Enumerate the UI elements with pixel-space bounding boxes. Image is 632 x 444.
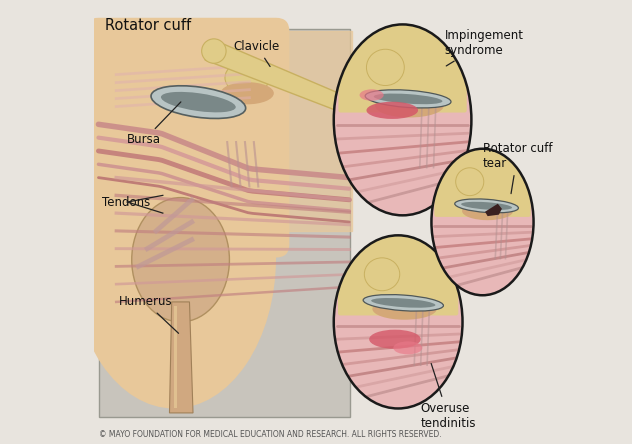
FancyBboxPatch shape (434, 143, 531, 217)
Ellipse shape (367, 102, 418, 119)
Ellipse shape (331, 20, 475, 220)
Text: Bursa: Bursa (127, 102, 181, 147)
Ellipse shape (455, 199, 518, 213)
FancyBboxPatch shape (99, 29, 350, 417)
Ellipse shape (363, 294, 444, 311)
Ellipse shape (462, 202, 513, 220)
FancyBboxPatch shape (334, 296, 463, 408)
Ellipse shape (364, 258, 400, 291)
Ellipse shape (151, 86, 246, 119)
FancyBboxPatch shape (338, 229, 458, 315)
Ellipse shape (375, 94, 444, 118)
Ellipse shape (367, 49, 404, 86)
FancyBboxPatch shape (432, 200, 533, 295)
Ellipse shape (331, 231, 466, 413)
Ellipse shape (429, 145, 536, 299)
Text: Clavicle: Clavicle (234, 40, 280, 67)
Polygon shape (174, 306, 177, 408)
Text: Impingement
syndrome: Impingement syndrome (445, 29, 524, 66)
Text: Overuse
tendinitis: Overuse tendinitis (420, 364, 476, 430)
Ellipse shape (161, 92, 236, 112)
Ellipse shape (225, 61, 269, 95)
FancyBboxPatch shape (338, 17, 467, 113)
Polygon shape (485, 204, 502, 216)
Ellipse shape (461, 202, 512, 210)
Text: Tendons: Tendons (102, 195, 150, 209)
FancyBboxPatch shape (85, 18, 289, 258)
Ellipse shape (365, 90, 451, 108)
Ellipse shape (371, 298, 435, 308)
Text: Rotator cuff
tear: Rotator cuff tear (482, 142, 552, 194)
Ellipse shape (372, 298, 437, 320)
Text: Rotator cuff: Rotator cuff (105, 18, 191, 33)
Ellipse shape (369, 330, 421, 349)
Ellipse shape (221, 82, 274, 104)
Ellipse shape (360, 89, 384, 101)
Ellipse shape (131, 198, 229, 322)
Text: Humerus: Humerus (118, 295, 179, 333)
Polygon shape (205, 40, 349, 115)
Ellipse shape (456, 168, 483, 196)
Ellipse shape (374, 94, 442, 104)
Ellipse shape (72, 107, 276, 408)
Text: © MAYO FOUNDATION FOR MEDICAL EDUCATION AND RESEARCH. ALL RIGHTS RESERVED.: © MAYO FOUNDATION FOR MEDICAL EDUCATION … (99, 430, 442, 439)
Ellipse shape (393, 341, 422, 354)
Polygon shape (169, 302, 193, 413)
Ellipse shape (202, 39, 226, 63)
FancyBboxPatch shape (334, 91, 471, 215)
